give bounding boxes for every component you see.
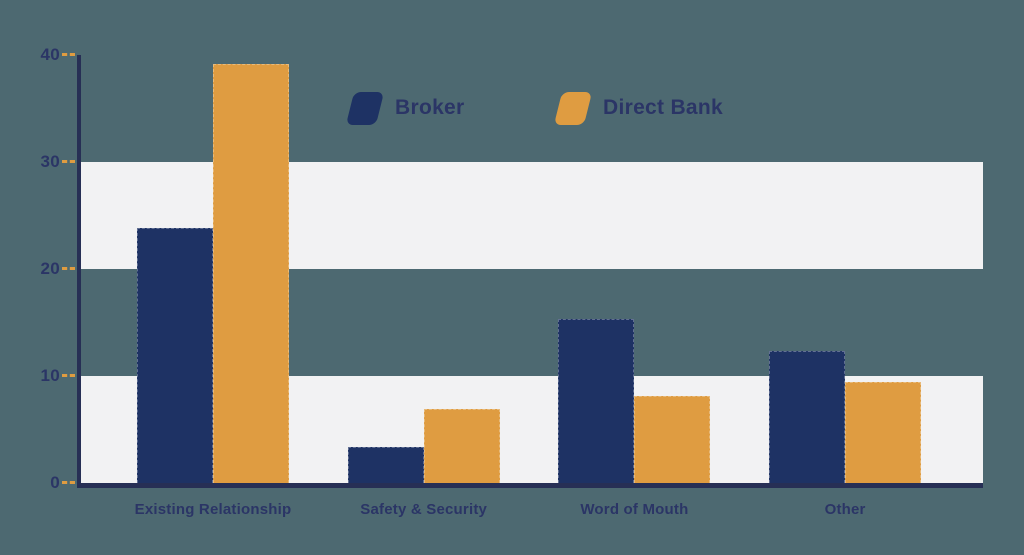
x-axis-category-label: Existing Relationship bbox=[134, 501, 292, 518]
y-axis-tick-mark bbox=[62, 481, 75, 484]
bar-broker-other bbox=[769, 351, 846, 483]
x-axis-category-label: Word of Mouth bbox=[580, 501, 689, 518]
legend-label-direct-bank: Direct Bank bbox=[603, 96, 724, 119]
y-axis-tick-label: 10 bbox=[40, 366, 60, 385]
legend-item-direct-bank: Direct Bank bbox=[553, 91, 724, 125]
bar-direct-bank-other bbox=[845, 382, 922, 483]
bar-broker-safety-security bbox=[347, 446, 424, 483]
x-axis-line bbox=[77, 483, 983, 488]
legend-swatch-broker bbox=[345, 91, 385, 125]
legend-label-broker: Broker bbox=[395, 96, 465, 119]
legend-swatch-direct-bank bbox=[553, 91, 593, 125]
bar-direct-bank-safety-security bbox=[423, 409, 500, 483]
y-axis-tick-mark bbox=[62, 374, 75, 377]
y-axis-tick-mark bbox=[62, 53, 75, 56]
bar-direct-bank-word-of-mouth bbox=[634, 396, 711, 483]
legend-item-broker: Broker bbox=[345, 91, 465, 125]
x-axis-category-label: Safety & Security bbox=[360, 501, 488, 518]
y-axis-tick-label: 30 bbox=[40, 152, 60, 171]
bar-broker-existing-relationship bbox=[137, 228, 213, 483]
y-axis-tick-mark bbox=[62, 267, 75, 270]
y-axis-tick-label: 40 bbox=[40, 45, 60, 64]
y-axis-tick-label: 0 bbox=[50, 473, 60, 492]
y-axis-line bbox=[77, 55, 81, 488]
bar-broker-word-of-mouth bbox=[558, 319, 635, 483]
y-axis-tick-label: 20 bbox=[40, 259, 60, 278]
bar-direct-bank-existing-relationship bbox=[213, 63, 289, 483]
x-axis-category-label: Other bbox=[824, 501, 866, 518]
y-axis-tick-mark bbox=[62, 160, 75, 163]
